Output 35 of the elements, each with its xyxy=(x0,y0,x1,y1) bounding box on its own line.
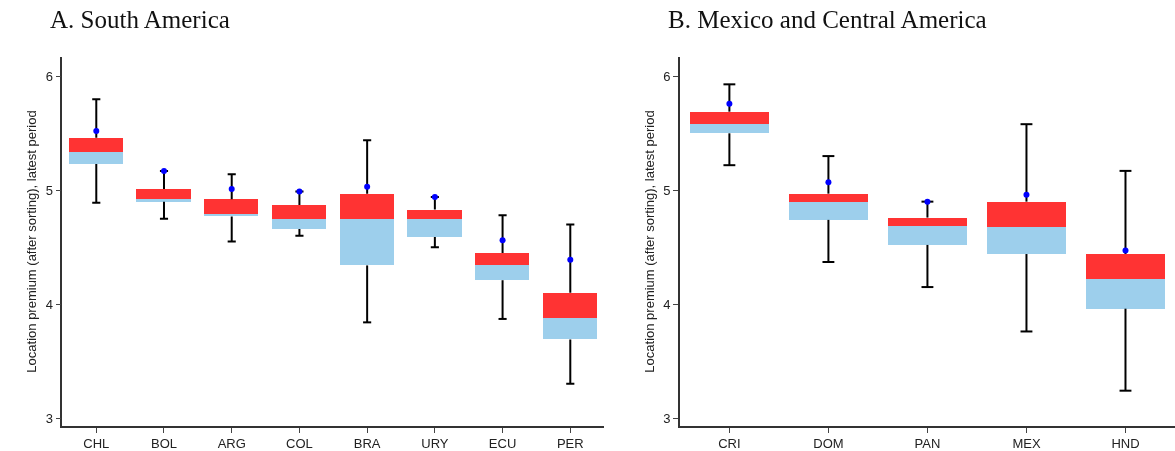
point xyxy=(1122,247,1129,254)
chart-title: B. Mexico and Central America xyxy=(668,6,987,33)
point xyxy=(228,186,235,193)
x-tick-label: URY xyxy=(421,436,449,451)
y-axis-title: Location premium (after sorting), latest period xyxy=(641,110,657,373)
x-tick-label: BOL xyxy=(150,436,177,451)
x-tick-label: MEX xyxy=(1012,436,1041,451)
y-tick-label: 6 xyxy=(663,68,671,84)
point xyxy=(825,179,832,186)
x-tick-label: HND xyxy=(1111,436,1140,451)
y-tick-label: 4 xyxy=(45,296,54,312)
x-tick-label: COL xyxy=(286,436,313,451)
y-tick-label: 3 xyxy=(45,410,54,426)
x-tick-label: ECU xyxy=(488,436,517,451)
point xyxy=(93,128,100,135)
y-tick-label: 5 xyxy=(663,182,671,198)
point xyxy=(499,237,506,244)
point xyxy=(1023,191,1030,198)
x-tick-label: CHL xyxy=(83,436,110,451)
point xyxy=(726,100,733,107)
y-tick-label: 3 xyxy=(663,410,671,426)
x-tick-label: PAN xyxy=(914,436,941,451)
x-tick-label: ARG xyxy=(217,436,246,451)
x-tick-label: PER xyxy=(556,436,584,451)
x-tick-label: CRI xyxy=(718,436,741,451)
x-tick-label: DOM xyxy=(813,436,844,451)
y-tick-label: 5 xyxy=(45,182,54,198)
point xyxy=(924,198,931,205)
x-tick-label: BRA xyxy=(353,436,381,451)
point xyxy=(567,256,574,263)
y-tick-label: 6 xyxy=(45,68,54,84)
point xyxy=(364,183,371,190)
chart-title: A. South America xyxy=(50,6,230,33)
y-tick-label: 4 xyxy=(663,296,671,312)
y-axis-title: Location premium (after sorting), latest period xyxy=(24,110,40,373)
